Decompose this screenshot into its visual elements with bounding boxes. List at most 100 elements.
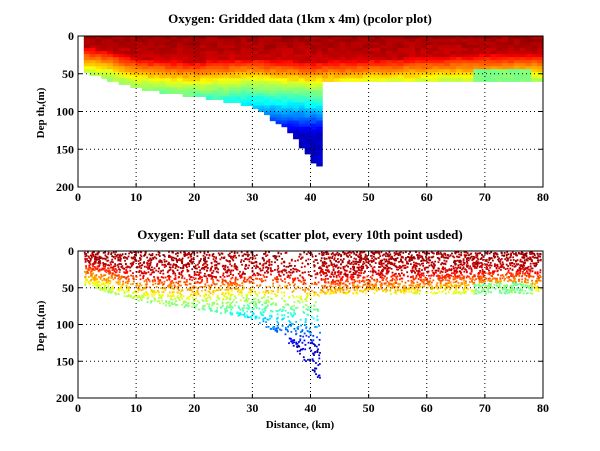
scatter-point [300, 348, 302, 351]
pcolor-cell [264, 51, 271, 55]
scatter-point [216, 296, 219, 299]
pcolor-cell [450, 45, 457, 49]
pcolor-cell [130, 60, 137, 64]
scatter-point [310, 349, 313, 352]
scatter-point [245, 264, 248, 267]
scatter-point [85, 280, 87, 283]
pcolor-cell [467, 39, 474, 43]
pcolor-cell [287, 117, 294, 122]
scatter-point [418, 284, 421, 287]
scatter-point [497, 282, 500, 284]
scatter-point [366, 265, 369, 268]
scatter-point [235, 285, 238, 288]
scatter-point [331, 292, 334, 295]
scatter-point [457, 251, 460, 254]
scatter-point [323, 258, 326, 260]
scatter-point [347, 261, 349, 263]
pcolor-cell [240, 54, 248, 58]
pcolor-cell [502, 63, 509, 67]
pcolor-cell [519, 78, 527, 82]
scatter-point [502, 288, 504, 291]
scatter-point [148, 280, 151, 283]
scatter-point [449, 281, 452, 284]
scatter-point [445, 273, 448, 276]
scatter-point [402, 287, 405, 289]
scatter-point [485, 263, 488, 266]
pcolor-cell [136, 57, 143, 61]
scatter-point [226, 260, 229, 262]
pcolor-cell [264, 66, 271, 70]
scatter-point [284, 326, 287, 329]
scatter-point [302, 356, 305, 359]
scatter-point [238, 307, 240, 309]
pcolor-cell [264, 48, 271, 52]
scatter-point [513, 265, 516, 268]
scatter-point [107, 267, 109, 270]
scatter-point [362, 267, 365, 270]
pcolor-cell [89, 54, 97, 58]
scatter-point [314, 273, 317, 276]
scatter-point [441, 271, 444, 273]
scatter-point [263, 301, 266, 304]
pcolor-cell [275, 108, 283, 113]
scatter-point [246, 314, 248, 317]
scatter-point [280, 329, 283, 332]
pcolor-cell [502, 36, 509, 40]
pcolor-cell [182, 51, 190, 55]
scatter-point [106, 278, 109, 280]
scatter-point [103, 287, 105, 290]
scatter-point [417, 285, 420, 288]
pcolor-cell [188, 54, 195, 58]
pcolor-cell [258, 63, 265, 67]
scatter-point [477, 291, 480, 294]
pcolor-cell [188, 48, 195, 52]
scatter-point [182, 264, 185, 266]
scatter-point [93, 279, 96, 282]
scatter-point [528, 268, 531, 271]
scatter-point [125, 276, 128, 279]
pcolor-cell [304, 39, 312, 43]
scatter-point [356, 285, 359, 288]
scatter-point [494, 281, 497, 284]
scatter-point [265, 266, 268, 269]
pcolor-cell [234, 51, 242, 55]
scatter-point [201, 289, 203, 292]
pcolor-cell [205, 54, 213, 58]
pcolor-cell [409, 75, 416, 79]
scatter-point [531, 252, 533, 255]
scatter-point [307, 294, 309, 297]
scatter-point [175, 263, 178, 266]
scatter-point [259, 269, 262, 272]
scatter-point [171, 298, 174, 301]
scatter-point [465, 291, 468, 294]
pcolor-cell [147, 78, 155, 82]
pcolor-cell [264, 36, 271, 40]
pcolor-cell [362, 39, 370, 43]
pcolor-cell [217, 60, 224, 64]
pcolor-cell [496, 69, 503, 73]
pcolor-cell [467, 75, 474, 79]
scatter-point [314, 259, 317, 261]
pcolor-cell [194, 63, 201, 67]
scatter-point [159, 259, 162, 262]
scatter-point [389, 282, 392, 285]
pcolor-cell [304, 102, 312, 107]
scatter-point [313, 293, 316, 296]
scatter-point [124, 259, 126, 262]
pcolor-cell [496, 63, 503, 67]
scatter-point [346, 291, 349, 294]
pcolor-cell [490, 51, 498, 55]
scatter-point [170, 256, 172, 258]
pcolor-cell [217, 42, 224, 46]
scatter-point [521, 265, 524, 268]
scatter-point [432, 262, 435, 265]
pcolor-cell [484, 63, 492, 67]
scatter-point [344, 280, 347, 283]
scatter-point [237, 305, 240, 308]
pcolor-cell [293, 57, 300, 61]
scatter-point [88, 264, 91, 267]
pcolor-cell [264, 78, 271, 82]
scatter-point [307, 258, 310, 261]
pcolor-cell [316, 144, 323, 149]
scatter-point [267, 318, 270, 321]
